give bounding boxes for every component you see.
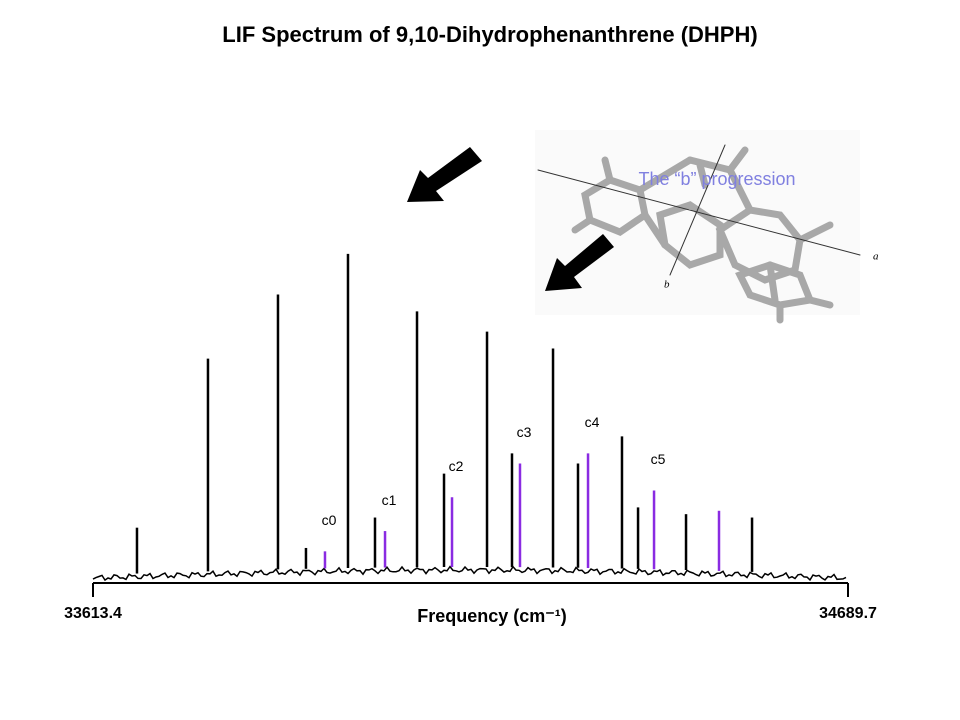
chart-title: LIF Spectrum of 9,10-Dihydrophenanthrene…: [222, 22, 757, 47]
baseline-trace: [92, 565, 847, 582]
peak-label: c5: [651, 451, 666, 467]
annotation: The “b” progression: [638, 169, 795, 189]
axis-label: a: [873, 251, 879, 263]
peak-label: c1: [382, 492, 397, 508]
peak-label: c2: [449, 458, 464, 474]
molecule-bonds: [571, 146, 834, 324]
x-tick-label: 34689.7: [819, 605, 877, 622]
arrows: [407, 147, 614, 291]
axis-a: [537, 169, 861, 256]
arrow: [407, 147, 482, 202]
axis-label: b: [664, 279, 670, 291]
molecule: a b: [535, 130, 879, 324]
x-tick-label: 33613.4: [64, 605, 122, 622]
axis-b: [669, 144, 726, 276]
peak-label: c3: [517, 424, 532, 440]
peak-label: c4: [585, 414, 600, 430]
x-axis-label: Frequency (cm⁻¹): [417, 606, 567, 626]
peak-label: c0: [322, 512, 337, 528]
arrow: [545, 234, 614, 291]
